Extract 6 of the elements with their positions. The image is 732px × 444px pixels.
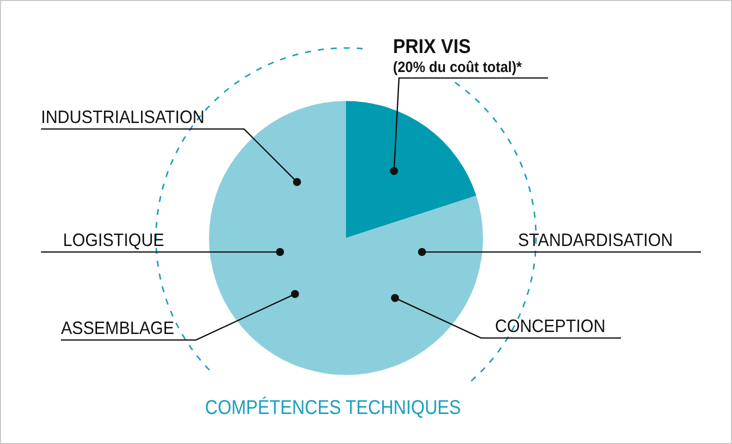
text: LOGISTIQUE (63, 230, 164, 250)
slice-label: COMPÉTENCES TECHNIQUES (205, 397, 461, 419)
text: INDUSTRIALISATION (41, 107, 204, 127)
slice-label: PRIX VIS (393, 36, 471, 58)
text: STANDARDISATION (518, 230, 673, 250)
data-label: (20% du coût total)* (393, 58, 522, 78)
